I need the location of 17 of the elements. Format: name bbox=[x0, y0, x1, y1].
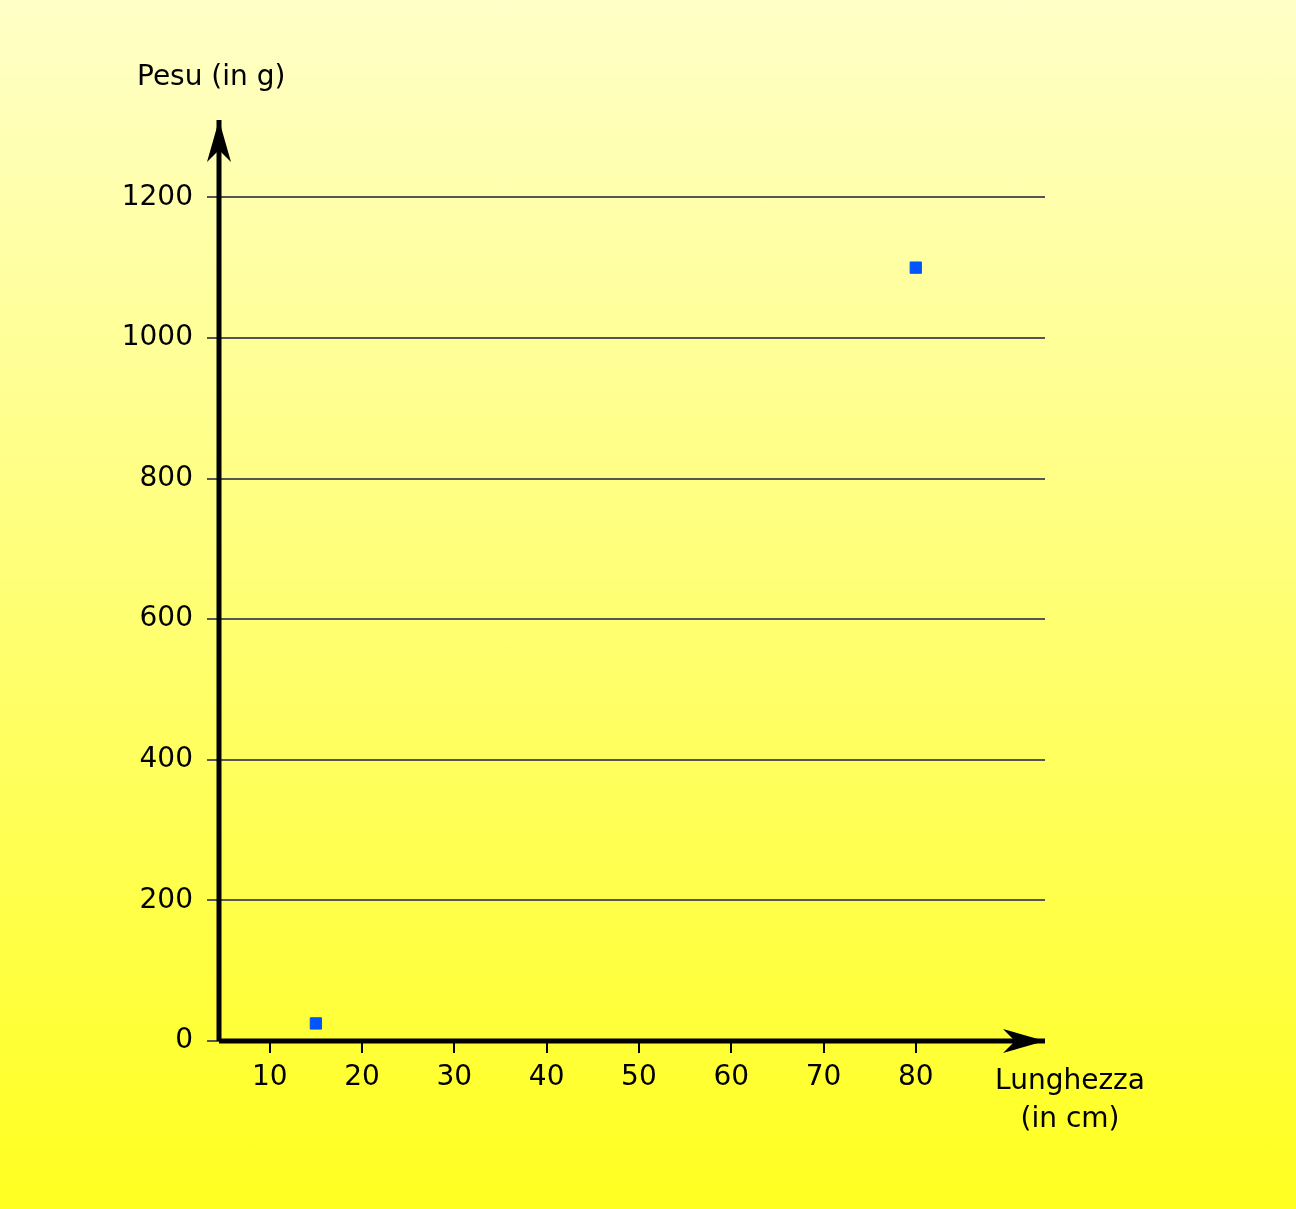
y-tick-label: 1000 bbox=[121, 319, 193, 353]
x-tick-label: 50 bbox=[621, 1059, 657, 1093]
x-tick-label: 10 bbox=[251, 1059, 288, 1093]
y-tick-label: 1200 bbox=[121, 178, 193, 212]
x-tick-label: 40 bbox=[528, 1059, 565, 1093]
x-tick-label: 20 bbox=[344, 1059, 380, 1093]
y-tick-label: 800 bbox=[139, 459, 193, 493]
y-axis-title: Pesu (in g) bbox=[137, 59, 286, 93]
x-tick-label: 80 bbox=[897, 1059, 934, 1093]
y-tick-label: 0 bbox=[175, 1022, 193, 1056]
y-tick-label: 600 bbox=[139, 600, 193, 634]
y-tick-label: 400 bbox=[139, 741, 193, 775]
y-tick-label: 200 bbox=[139, 881, 193, 915]
x-tick-label: 60 bbox=[713, 1059, 750, 1093]
x-tick-label: 70 bbox=[805, 1059, 842, 1093]
x-axis-title: Lunghezza (in cm) bbox=[995, 1063, 1145, 1135]
x-tick-label: 30 bbox=[436, 1059, 473, 1093]
